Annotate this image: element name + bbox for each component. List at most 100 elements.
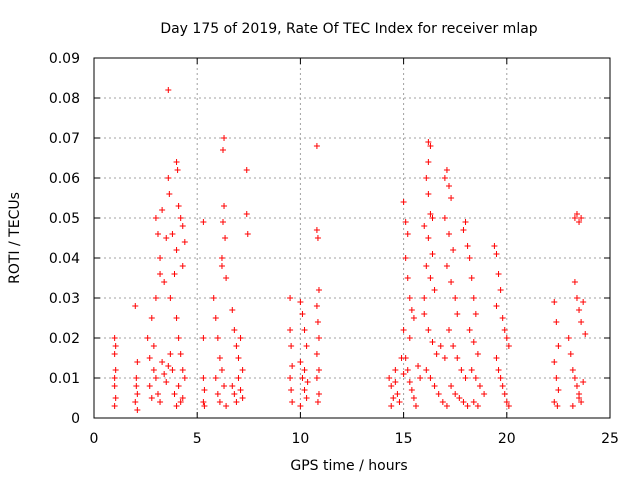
data-point <box>431 383 438 389</box>
data-point <box>392 367 399 373</box>
data-point <box>402 219 409 225</box>
data-point <box>134 391 141 397</box>
data-point <box>201 403 208 409</box>
data-point <box>221 203 228 209</box>
data-point <box>462 219 469 225</box>
data-point <box>313 303 320 309</box>
data-point <box>415 363 422 369</box>
data-point <box>388 383 395 389</box>
y-tick-label: 0.06 <box>49 171 80 187</box>
data-point <box>133 375 140 381</box>
data-point <box>441 175 448 181</box>
data-point <box>497 287 504 293</box>
data-point <box>313 143 320 149</box>
data-point <box>167 295 174 301</box>
data-point <box>501 391 508 397</box>
data-point <box>576 307 583 313</box>
data-point <box>231 327 238 333</box>
data-point <box>150 367 157 373</box>
x-axis-ticks: 0 5 10 15 20 25 <box>90 58 619 447</box>
data-point <box>392 379 399 385</box>
data-point <box>163 379 170 385</box>
data-point <box>427 275 434 281</box>
plot-frame <box>93 57 611 419</box>
data-point <box>177 215 184 221</box>
data-point <box>406 379 413 385</box>
data-point <box>472 311 479 317</box>
data-point <box>159 207 166 213</box>
data-point <box>578 215 585 221</box>
data-point <box>229 307 236 313</box>
data-point <box>554 403 561 409</box>
data-point <box>505 343 512 349</box>
data-point <box>429 339 436 345</box>
data-point <box>132 303 139 309</box>
data-point <box>173 247 180 253</box>
data-point <box>481 391 488 397</box>
data-point <box>402 255 409 261</box>
data-point <box>214 335 221 341</box>
data-point <box>157 255 164 261</box>
data-point <box>470 295 477 301</box>
data-point <box>315 367 322 373</box>
data-point <box>435 391 442 397</box>
data-point <box>297 359 304 365</box>
data-point <box>464 243 471 249</box>
data-point <box>287 327 294 333</box>
data-point <box>433 351 440 357</box>
y-tick-label: 0.08 <box>49 91 80 107</box>
data-point <box>423 367 430 373</box>
data-point <box>555 343 562 349</box>
data-point <box>493 303 500 309</box>
data-points <box>111 87 589 413</box>
data-point <box>388 403 395 409</box>
data-point <box>555 387 562 393</box>
data-point <box>152 375 159 381</box>
data-point <box>231 391 238 397</box>
data-point <box>299 375 306 381</box>
data-point <box>169 367 176 373</box>
data-point <box>454 355 461 361</box>
data-point <box>313 375 320 381</box>
data-point <box>223 275 230 281</box>
data-point <box>569 403 576 409</box>
data-point <box>466 327 473 333</box>
data-point <box>200 335 207 341</box>
data-point <box>171 271 178 277</box>
data-point <box>289 363 296 369</box>
x-tick-label: 25 <box>601 431 619 447</box>
data-point <box>427 143 434 149</box>
data-point <box>148 315 155 321</box>
data-point <box>576 219 583 225</box>
data-point <box>313 227 320 233</box>
data-point <box>200 219 207 225</box>
data-point <box>152 295 159 301</box>
data-point <box>578 319 585 325</box>
grid-lines <box>94 58 610 418</box>
data-point <box>400 327 407 333</box>
data-point <box>166 191 173 197</box>
data-point <box>221 383 228 389</box>
data-point <box>111 403 118 409</box>
data-point <box>406 335 413 341</box>
data-point <box>569 367 576 373</box>
data-point <box>553 375 560 381</box>
data-point <box>112 395 119 401</box>
data-point <box>315 287 322 293</box>
data-point <box>214 391 221 397</box>
data-point <box>410 315 417 321</box>
data-point <box>314 399 321 405</box>
data-point <box>112 343 119 349</box>
data-point <box>573 383 580 389</box>
data-point <box>565 335 572 341</box>
data-point <box>173 159 180 165</box>
data-point <box>474 351 481 357</box>
data-point <box>112 367 119 373</box>
data-point <box>553 319 560 325</box>
data-point <box>412 403 419 409</box>
data-point <box>582 331 589 337</box>
data-point <box>499 383 506 389</box>
data-point <box>421 311 428 317</box>
data-point <box>446 327 453 333</box>
data-point <box>165 175 172 181</box>
